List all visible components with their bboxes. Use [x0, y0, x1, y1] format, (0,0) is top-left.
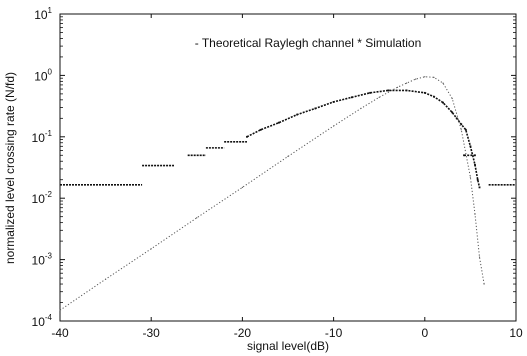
- data-point-theoretical-raylegh-channel: [287, 155, 289, 157]
- y-tick-label: 10-4: [32, 313, 53, 329]
- y-tick-base: 10: [32, 315, 46, 329]
- data-point-theoretical-raylegh-channel: [451, 97, 453, 100]
- data-point-simulation: [350, 96, 353, 99]
- data-point-theoretical-raylegh-channel: [469, 176, 471, 178]
- data-point-simulation: [451, 111, 454, 114]
- series-layer: [59, 76, 516, 311]
- series-theoretical-raylegh-channel-line: [59, 76, 485, 311]
- x-tick-label: -30: [143, 326, 161, 340]
- data-point-simulation: [460, 123, 463, 126]
- x-tick-label: 0: [421, 326, 428, 340]
- data-point-simulation: [314, 107, 317, 110]
- y-tick-exponent: -4: [45, 313, 53, 322]
- data-point-simulation: [405, 89, 408, 92]
- y-tick-base: 10: [32, 192, 46, 206]
- data-point-theoretical-raylegh-channel: [424, 76, 426, 78]
- x-axis-title: signal level(dB): [247, 339, 329, 353]
- plot-frame: [59, 13, 517, 322]
- y-tick-exponent: 1: [48, 6, 53, 15]
- data-point-simulation: [277, 121, 280, 124]
- data-point-simulation: [332, 101, 335, 103]
- y-tick-label: 101: [34, 6, 52, 22]
- data-point-simulation: [469, 145, 472, 148]
- data-point-simulation-level-segment: [463, 154, 465, 157]
- data-point-simulation: [387, 89, 390, 92]
- y-tick-base: 10: [32, 131, 46, 145]
- data-point-theoretical-raylegh-channel: [396, 86, 399, 88]
- y-tick-label: 10-3: [32, 252, 53, 268]
- data-point-simulation: [423, 91, 426, 94]
- y-tick-label: 10-2: [32, 190, 53, 206]
- x-tick-label: -10: [325, 326, 343, 340]
- y-tick-exponent: -2: [45, 190, 53, 199]
- data-point-simulation: [476, 178, 479, 181]
- data-point-simulation: [455, 117, 458, 120]
- data-point-theoretical-raylegh-channel: [442, 82, 444, 84]
- data-point-simulation-level-segment: [474, 154, 476, 157]
- x-tick-label: -20: [234, 326, 252, 340]
- data-point-theoretical-raylegh-channel: [241, 186, 243, 188]
- series-simulation-markers: [246, 89, 481, 188]
- data-point-theoretical-raylegh-channel: [150, 248, 152, 250]
- data-point-simulation: [369, 91, 371, 94]
- y-tick-base: 10: [34, 69, 48, 83]
- data-point-simulation: [474, 163, 476, 166]
- data-point-simulation: [433, 95, 435, 98]
- legend-text: - Theoretical Raylegh channel * Simulati…: [195, 36, 422, 50]
- data-point-theoretical-raylegh-channel: [333, 125, 335, 127]
- data-point-simulation: [296, 113, 299, 116]
- y-tick-label: 100: [34, 67, 52, 83]
- y-tick-label: 10-1: [32, 129, 53, 145]
- data-point-simulation: [478, 186, 481, 189]
- data-point-theoretical-raylegh-channel: [478, 256, 481, 258]
- y-tick-exponent: -1: [45, 129, 53, 138]
- data-point-theoretical-raylegh-channel: [460, 129, 462, 131]
- data-point-theoretical-raylegh-channel: [474, 213, 476, 215]
- data-point-theoretical-raylegh-channel: [405, 82, 408, 84]
- data-point-simulation: [442, 101, 444, 104]
- data-point-simulation: [259, 128, 262, 131]
- data-point-theoretical-raylegh-channel: [433, 76, 435, 78]
- data-point-simulation: [246, 135, 248, 138]
- x-axis-ticks: -40 -30 -20 -10 0 10: [51, 14, 523, 340]
- data-point-theoretical-raylegh-channel: [59, 309, 61, 311]
- y-tick-base: 10: [34, 8, 48, 22]
- data-point-theoretical-raylegh-channel: [415, 78, 417, 80]
- data-point-simulation: [464, 128, 467, 131]
- y-axis-title: normalized level crossing rate (N/fd): [3, 72, 17, 264]
- data-point-theoretical-raylegh-channel: [483, 283, 485, 285]
- data-point-theoretical-raylegh-channel: [378, 96, 380, 98]
- x-tick-label: 10: [509, 326, 523, 340]
- y-tick-exponent: -3: [45, 252, 53, 261]
- y-tick-base: 10: [32, 254, 46, 268]
- y-tick-exponent: 0: [48, 67, 53, 76]
- data-point-theoretical-raylegh-channel: [105, 278, 107, 280]
- x-tick-label: -40: [51, 326, 69, 340]
- data-point-theoretical-raylegh-channel: [360, 107, 362, 110]
- data-point-theoretical-raylegh-channel: [196, 217, 198, 219]
